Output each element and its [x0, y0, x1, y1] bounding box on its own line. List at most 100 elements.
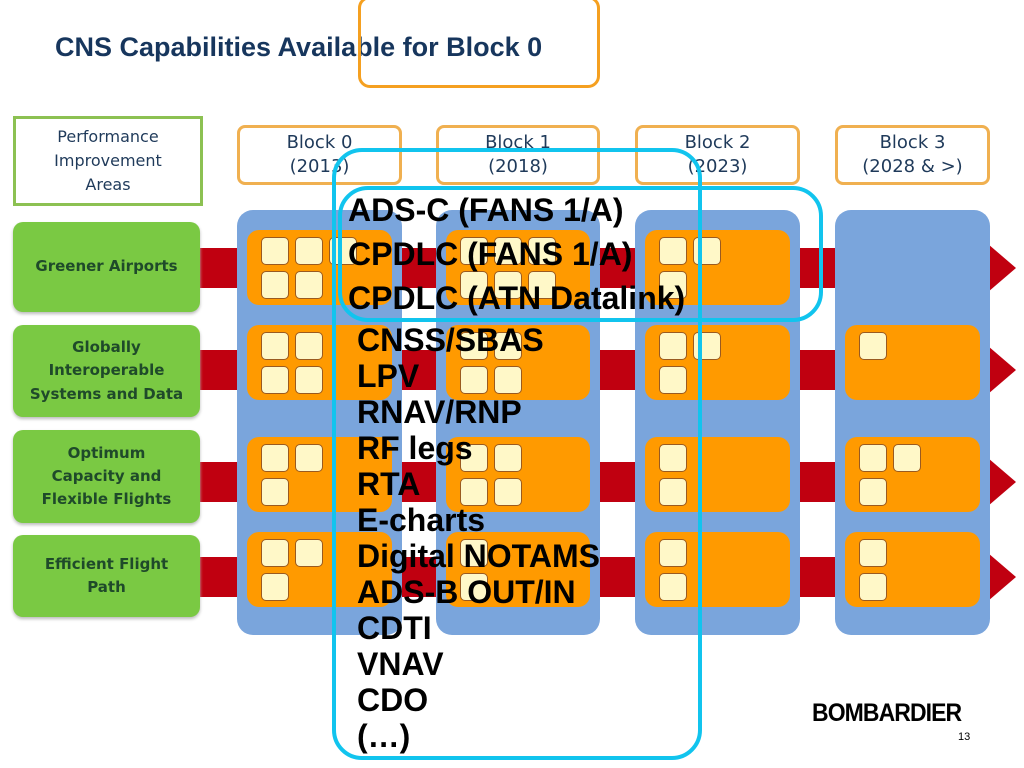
title-highlight-outline: [358, 0, 600, 88]
module-square-icon: [460, 366, 488, 394]
datalink-item: CPDLC (FANS 1/A): [348, 236, 633, 272]
module-square-icon: [460, 573, 488, 601]
module-square-icon: [659, 444, 687, 472]
capability-item: CDTI: [357, 610, 432, 646]
module-cell: [247, 325, 392, 400]
block-name: Block 3: [879, 132, 946, 153]
module-square-icon: [659, 366, 687, 394]
capability-item: RF legs: [357, 430, 473, 466]
module-square-icon: [693, 237, 721, 265]
datalink-item: ADS-C (FANS 1/A): [348, 192, 624, 228]
module-cell: [645, 437, 790, 512]
module-cell: [845, 325, 980, 400]
area-globally-interoperable: Globally Interoperable Systems and Data: [13, 325, 200, 417]
module-square-icon: [859, 573, 887, 601]
capability-item: CDO: [357, 682, 429, 718]
module-square-icon: [295, 237, 323, 265]
block-year: (2028 & >): [862, 156, 963, 178]
capabilities-callout-outline: [332, 148, 702, 760]
arrowhead-icon: [988, 346, 1016, 394]
capability-item: (…): [357, 718, 411, 754]
area-optimum-capacity: Optimum Capacity and Flexible Flights: [13, 430, 200, 523]
module-square-icon: [693, 332, 721, 360]
block-year: (2023): [687, 156, 748, 178]
module-square-icon: [460, 444, 488, 472]
module-square-icon: [494, 366, 522, 394]
module-square-icon: [859, 539, 887, 567]
module-square-icon: [859, 444, 887, 472]
module-cell: [247, 437, 392, 512]
module-square-icon: [494, 237, 522, 265]
module-square-icon: [261, 237, 289, 265]
capability-item: LPV: [357, 358, 420, 394]
module-cell: [446, 325, 590, 400]
module-square-icon: [261, 478, 289, 506]
block-name: Block 0: [286, 132, 353, 153]
block-2-header: Block 2 (2023): [635, 125, 800, 185]
module-square-icon: [261, 573, 289, 601]
module-cell: [446, 437, 590, 512]
module-square-icon: [494, 478, 522, 506]
module-square-icon: [261, 444, 289, 472]
module-square-icon: [295, 271, 323, 299]
module-square-icon: [460, 332, 488, 360]
arrowhead-icon: [988, 458, 1016, 506]
module-square-icon: [460, 237, 488, 265]
module-square-icon: [893, 444, 921, 472]
module-square-icon: [659, 271, 687, 299]
module-cell: [446, 230, 590, 305]
module-square-icon: [261, 539, 289, 567]
capability-item: RNAV/RNP: [357, 394, 522, 430]
module-square-icon: [659, 332, 687, 360]
module-cell: [845, 532, 980, 607]
module-square-icon: [494, 332, 522, 360]
capability-item: RTA: [357, 466, 421, 502]
module-square-icon: [295, 332, 323, 360]
module-square-icon: [295, 366, 323, 394]
arrowhead-icon: [988, 553, 1016, 601]
module-square-icon: [659, 539, 687, 567]
block-name: Block 1: [485, 132, 551, 153]
module-square-icon: [528, 237, 556, 265]
area-efficient-flight-path: Efficient Flight Path: [13, 535, 200, 617]
block-1-header: Block 1 (2018): [436, 125, 600, 185]
capability-item: E-charts: [357, 502, 486, 538]
block-0-header: Block 0 (2013): [237, 125, 402, 185]
arrowhead-icon: [988, 244, 1016, 292]
module-square-icon: [261, 366, 289, 394]
module-square-icon: [261, 271, 289, 299]
module-square-icon: [295, 444, 323, 472]
capability-item: VNAV: [357, 646, 444, 682]
capability-item: ADS-B OUT/IN: [357, 574, 576, 610]
module-cell: [645, 532, 790, 607]
capability-item: CNSS/SBAS: [357, 322, 544, 358]
module-square-icon: [494, 271, 522, 299]
module-square-icon: [859, 332, 887, 360]
module-square-icon: [528, 271, 556, 299]
module-cell: [645, 325, 790, 400]
block-name: Block 2: [684, 132, 751, 153]
slide-title: CNS Capabilities Available for Block 0: [55, 32, 543, 62]
capability-item: Digital NOTAMS: [357, 538, 600, 574]
module-square-icon: [859, 478, 887, 506]
module-cell: [446, 532, 590, 607]
module-square-icon: [659, 237, 687, 265]
module-cell: [645, 230, 790, 305]
area-greener-airports: Greener Airports: [13, 222, 200, 312]
capabilities-list: CNSS/SBAS LPV RNAV/RNP RF legs RTA E-cha…: [357, 322, 600, 754]
module-square-icon: [460, 271, 488, 299]
bombardier-logo: BOMBARDIER: [812, 699, 962, 727]
block-year: (2018): [488, 156, 548, 178]
module-square-icon: [659, 573, 687, 601]
block-3-header: Block 3 (2028 & >): [835, 125, 990, 185]
module-square-icon: [659, 478, 687, 506]
datalink-list: ADS-C (FANS 1/A) CPDLC (FANS 1/A) CPDLC …: [348, 188, 685, 320]
page-number: 13: [958, 731, 971, 743]
module-square-icon: [494, 444, 522, 472]
module-cell: [845, 437, 980, 512]
datalink-callout-outline: [338, 186, 823, 322]
module-square-icon: [460, 478, 488, 506]
module-square-icon: [460, 539, 488, 567]
module-square-icon: [295, 539, 323, 567]
performance-areas-header: Performance Improvement Areas: [13, 116, 203, 206]
